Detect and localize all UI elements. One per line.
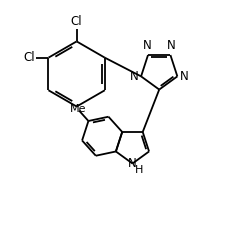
Text: Cl: Cl xyxy=(71,15,82,28)
Text: Cl: Cl xyxy=(23,51,35,64)
Text: N: N xyxy=(167,39,176,51)
Text: N: N xyxy=(128,157,137,170)
Text: Me: Me xyxy=(70,104,86,114)
Text: N: N xyxy=(142,39,151,51)
Text: N: N xyxy=(130,70,138,83)
Text: N: N xyxy=(180,70,189,83)
Text: H: H xyxy=(135,165,144,176)
